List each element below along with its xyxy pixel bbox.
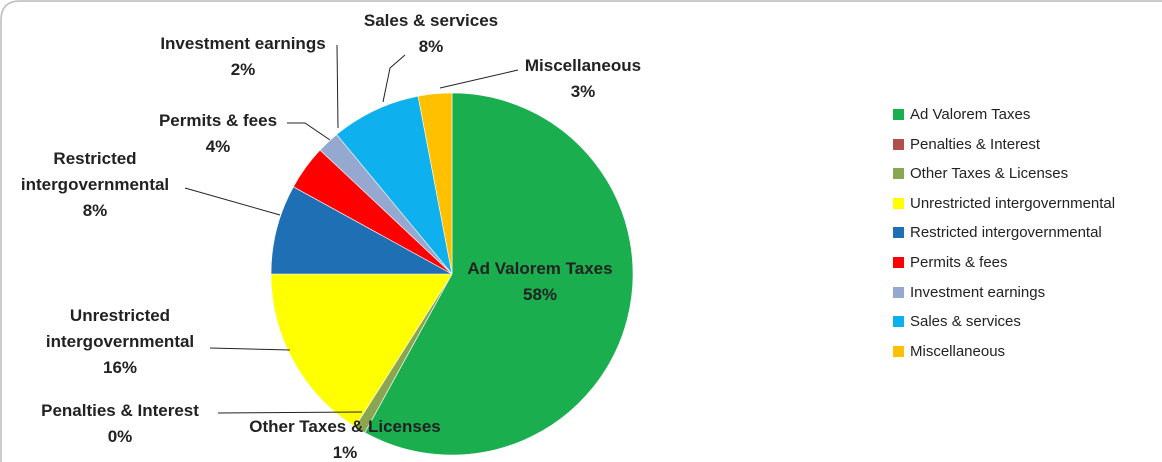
label-name: Penalties & Interest [41, 401, 199, 420]
legend-label: Restricted intergovernmental [910, 224, 1102, 242]
label-value: 3% [570, 82, 596, 101]
legend-swatch [893, 138, 904, 150]
legend-swatch [893, 109, 904, 120]
legend-entry: Restricted intergovernmental [893, 224, 1102, 241]
label-name: Ad Valorem Taxes [467, 259, 613, 278]
label-name: Sales & services [363, 11, 499, 30]
leader-line [184, 187, 281, 216]
legend-label: Investment earnings [910, 283, 1046, 301]
legend-label: Penalties & Interest [910, 135, 1041, 153]
legend-label: Other Taxes & Licenses [910, 165, 1069, 183]
pie-slice [364, 92, 634, 456]
legend-label: Miscellaneous [910, 342, 1006, 360]
leader-line [336, 44, 339, 129]
label-value: 8% [418, 37, 444, 56]
pie-slice [336, 95, 453, 275]
legend-swatch [893, 345, 904, 357]
label-value: 8% [82, 201, 108, 220]
pie-slice [417, 92, 453, 275]
label-value: 1% [332, 443, 358, 462]
label-name: Other Taxes & Licenses [249, 417, 441, 436]
legend-swatch [893, 257, 904, 268]
legend-label: Ad Valorem Taxes [910, 106, 1031, 123]
data-label: Miscellaneous 3% [483, 53, 683, 105]
legend-label: Sales & services [910, 313, 1021, 331]
data-label: Penalties & Interest 0% [10, 398, 230, 450]
data-label: Restricted intergovernmental 8% [5, 146, 185, 224]
leader-line [439, 69, 519, 89]
label-value: 0% [107, 427, 133, 446]
pie-slice [270, 273, 453, 428]
data-label: Other Taxes & Licenses 1% [225, 414, 465, 462]
legend-swatch [893, 316, 904, 328]
data-label: Sales & services 8% [331, 8, 531, 60]
label-name: Investment earnings [160, 34, 326, 53]
legend-label: Permits & fees [910, 254, 1008, 271]
legend-swatch [893, 286, 904, 298]
label-value: 2% [230, 60, 256, 79]
legend-swatch [893, 168, 904, 180]
leader-line [209, 347, 291, 351]
data-label: Investment earnings 2% [143, 31, 343, 83]
label-name: Miscellaneous [524, 56, 642, 75]
legend-entry: Permits & fees [893, 254, 1008, 271]
label-name: Permits & fees [158, 111, 278, 130]
legend-label: Unrestricted intergovernmental [910, 194, 1116, 212]
data-label: Ad Valorem Taxes 58% [440, 256, 640, 308]
label-value: 4% [205, 137, 231, 156]
legend-entry: Unrestricted intergovernmental [893, 195, 1115, 212]
legend-entry: Investment earnings [893, 284, 1045, 301]
legend-entry: Miscellaneous [893, 343, 1005, 360]
data-label: Permits & fees 4% [118, 108, 318, 160]
data-label: Unrestricted intergovernmental 16% [30, 303, 210, 381]
leader-line [287, 122, 331, 141]
label-value: 16% [102, 358, 138, 377]
leader-line [217, 411, 363, 414]
label-name: Unrestricted intergovernmental [45, 306, 195, 351]
label-name: Restricted intergovernmental [20, 149, 170, 194]
legend-entry: Penalties & Interest [893, 136, 1040, 153]
legend-entry: Other Taxes & Licenses [893, 165, 1068, 182]
pie-slice [270, 186, 453, 275]
legend-entry: Sales & services [893, 313, 1021, 330]
label-value: 58% [522, 285, 558, 304]
legend-entry: Ad Valorem Taxes [893, 106, 1030, 123]
legend-swatch [893, 197, 904, 209]
legend-swatch [893, 227, 904, 239]
leader-line [382, 54, 406, 103]
